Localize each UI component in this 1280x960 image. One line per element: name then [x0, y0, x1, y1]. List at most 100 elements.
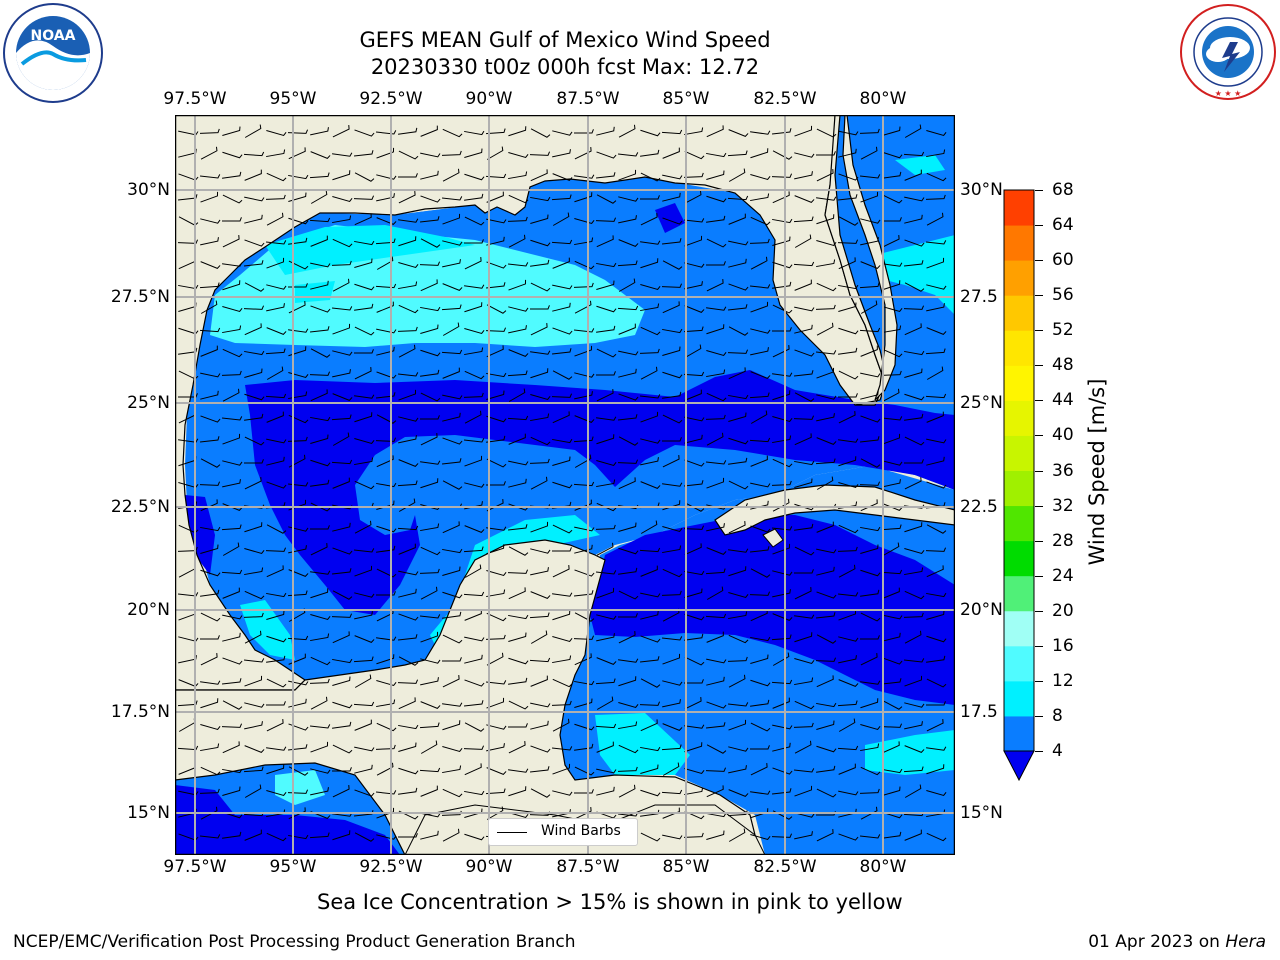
wind-barb — [574, 698, 593, 708]
wind-barb — [398, 656, 419, 666]
wind-barb — [508, 546, 529, 556]
wind-barb — [926, 172, 947, 182]
wind-barb — [925, 348, 946, 355]
wind-barb — [200, 499, 218, 512]
wind-barb — [331, 613, 353, 618]
wind-barb — [507, 262, 529, 267]
wind-barb — [464, 763, 482, 776]
wind-barb — [244, 393, 265, 401]
colorbar-cell — [1004, 715, 1034, 752]
wind-barb — [398, 236, 417, 247]
wind-barb — [662, 437, 682, 442]
wind-barb — [618, 350, 639, 356]
wind-barb — [882, 194, 903, 204]
wind-barb — [794, 587, 812, 600]
wind-barb — [397, 480, 418, 487]
wind-barb — [706, 744, 727, 754]
wind-barb — [398, 543, 416, 555]
wind-barb — [244, 282, 265, 292]
lon-tick-bottom: 90°W — [465, 857, 513, 877]
wind-barb — [397, 326, 418, 332]
colorbar-tick-label: 12 — [1052, 670, 1074, 691]
wind-barb — [749, 591, 771, 596]
wind-barb — [442, 591, 463, 599]
wind-barb — [354, 674, 372, 688]
lon-tick-top: 85°W — [662, 89, 710, 109]
wind-barb — [728, 394, 749, 400]
wind-barb — [354, 412, 373, 423]
wind-barb — [442, 283, 463, 291]
wind-barb — [419, 722, 440, 729]
wind-barb — [486, 806, 504, 820]
wind-barb — [596, 741, 614, 753]
wind-barb — [859, 327, 881, 333]
wind-barb — [530, 720, 549, 730]
wind-barb — [244, 124, 262, 138]
wind-barb — [574, 454, 592, 468]
wind-barb — [618, 658, 639, 663]
wind-barb — [552, 438, 573, 444]
wind-barb — [750, 130, 771, 135]
wind-barb — [574, 300, 592, 314]
wind-barb — [508, 812, 529, 819]
wind-barb — [441, 196, 463, 201]
wind-barb — [508, 433, 526, 445]
wind-barb — [442, 168, 460, 182]
wind-barb — [771, 480, 792, 486]
wind-barb — [529, 766, 550, 773]
wind-barb — [728, 258, 747, 268]
wind-barb — [750, 455, 768, 467]
lon-tick-top: 95°W — [269, 89, 317, 109]
wind-barb — [881, 723, 903, 728]
legend-line-swatch — [497, 832, 527, 833]
wind-barb — [375, 392, 396, 399]
wind-barb — [772, 390, 791, 401]
wind-barb — [904, 590, 925, 600]
colorbar-cell — [1004, 365, 1034, 401]
wind-barb — [486, 526, 507, 531]
wind-barb — [266, 257, 285, 269]
wind-barb — [398, 435, 417, 444]
wind-barb — [684, 150, 705, 160]
wind-barb — [816, 745, 837, 753]
wind-barb — [926, 565, 944, 578]
wind-barb — [222, 632, 241, 642]
wind-barb — [287, 590, 308, 597]
wind-barb — [398, 191, 416, 204]
wind-barb — [419, 568, 440, 574]
wind-barb — [793, 768, 815, 773]
wind-barb — [750, 328, 771, 334]
wind-barb — [463, 745, 485, 750]
wind-barb — [772, 570, 793, 576]
wind-barb — [750, 679, 771, 687]
wind-barb — [772, 742, 791, 752]
wind-barb — [574, 789, 594, 794]
wind-barb — [310, 656, 331, 666]
colorbar — [1003, 189, 1035, 782]
colorbar-tick-mark — [1035, 680, 1043, 682]
wind-barb — [266, 635, 287, 643]
wind-barb — [244, 721, 263, 730]
lon-tick-top: 80°W — [859, 89, 907, 109]
colorbar-tick-mark — [1035, 505, 1043, 507]
wind-barb — [200, 680, 221, 685]
wind-barb — [904, 702, 925, 708]
wind-barb — [859, 834, 881, 839]
wind-barb — [750, 482, 771, 488]
wind-barb — [310, 305, 331, 313]
colorbar-cell — [1004, 330, 1034, 366]
wind-barb — [661, 590, 682, 596]
wind-barb — [882, 811, 903, 819]
wind-barb — [640, 764, 659, 774]
wind-barb — [375, 283, 397, 289]
wind-barb — [244, 675, 263, 687]
wind-barb — [838, 833, 859, 841]
wind-barb — [728, 437, 749, 445]
lat-tick-left: 25°N — [127, 393, 170, 413]
land-cuba — [714, 484, 955, 536]
wind-barb — [309, 326, 330, 333]
wind-barb — [288, 346, 307, 357]
wind-barb — [574, 569, 595, 577]
wind-barb — [376, 256, 394, 270]
wind-barb — [397, 372, 419, 377]
